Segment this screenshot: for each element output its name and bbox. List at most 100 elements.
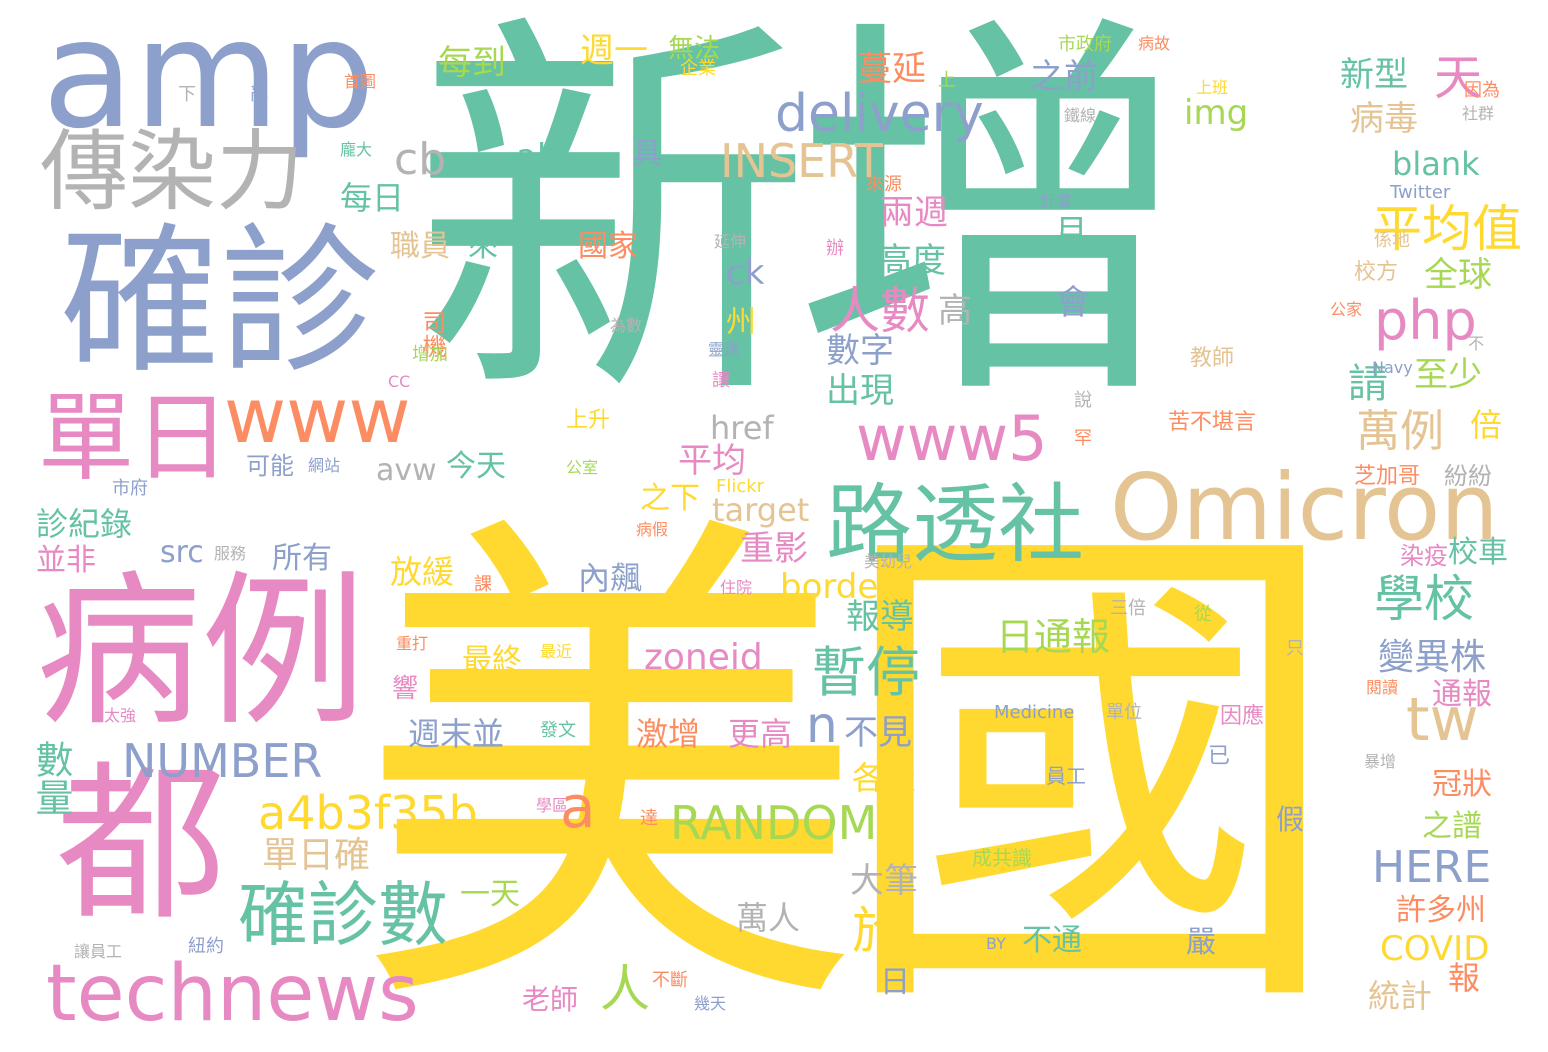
word-延伸: 延伸 (714, 232, 747, 251)
word-職員: 職員 (390, 229, 450, 264)
word-各級: 各級 (852, 759, 917, 797)
word-www5: www5 (856, 402, 1048, 475)
word-報: 報 (1448, 959, 1481, 997)
word-Navy: Navy (1372, 358, 1413, 377)
word-出現: 出現 (826, 371, 894, 411)
word-鐵線: 鐵線 (1064, 106, 1097, 125)
word-數量: 數量 (29, 740, 73, 816)
word-最近: 最近 (540, 642, 573, 661)
word-請: 請 (1348, 361, 1388, 407)
word-罕: 罕 (1074, 428, 1092, 449)
word-萬例: 萬例 (1356, 406, 1444, 457)
word-人數: 人數 (830, 282, 930, 340)
word-不見: 不見 (844, 713, 912, 753)
word-ck: ck (726, 253, 765, 293)
word-企業: 企業 (680, 58, 716, 79)
word-至少: 至少 (1414, 355, 1482, 395)
word-單位: 單位 (1106, 702, 1142, 723)
word-報導: 報導 (846, 597, 914, 637)
word-亂: 亂 (250, 84, 268, 105)
word-HERE: HERE (1372, 842, 1492, 893)
word-嚴: 嚴 (1186, 925, 1216, 960)
word-三倍: 三倍 (1110, 598, 1146, 619)
word-天: 天 (1434, 50, 1483, 106)
word-Medicine: Medicine (994, 702, 1075, 723)
word-大筆: 大筆 (850, 861, 918, 901)
word-每到: 每到 (438, 43, 506, 83)
word-cb: cb (394, 134, 447, 185)
word-都: 都 (56, 746, 227, 944)
word-n: n (806, 696, 838, 754)
word-診紀錄: 診紀錄 (36, 505, 133, 543)
word-太強: 太強 (104, 706, 137, 725)
word-暴增: 暴增 (1364, 752, 1397, 771)
word-統計: 統計 (1368, 977, 1433, 1015)
word-高: 高 (938, 291, 972, 331)
word-COVID: COVID (1380, 929, 1490, 969)
word-染疫: 染疫 (1400, 542, 1448, 570)
word-平均值: 平均值 (1372, 200, 1522, 258)
word-不斷: 不斷 (652, 970, 688, 991)
word-於: 於 (852, 902, 902, 960)
word-src: src (160, 535, 204, 570)
word-通報: 通報 (1432, 677, 1492, 712)
word-因為: 因為 (1464, 80, 1500, 101)
word-所有: 所有 (272, 541, 332, 576)
word-target: target (712, 491, 810, 529)
word-激增: 激增 (636, 715, 701, 753)
word-上班: 上班 (1196, 78, 1229, 97)
word-zoneid: zoneid (644, 637, 763, 678)
word-人: 人 (600, 960, 650, 1018)
word-美幼兒: 美幼兒 (864, 552, 913, 571)
word-高度: 高度 (878, 241, 946, 281)
word-RANDOM: RANDOM (670, 796, 878, 850)
word-上: 上 (938, 70, 956, 91)
word-BY: BY (986, 934, 1006, 953)
word-amp: amp (42, 0, 376, 162)
word-服務: 服務 (214, 544, 247, 563)
word-tw: tw (1406, 685, 1479, 755)
word-a4b3f35b: a4b3f35b (258, 786, 478, 840)
word-href: href (710, 409, 774, 447)
word-數字: 數字 (826, 331, 894, 371)
word-首圖: 首圖 (344, 72, 377, 91)
word-倍: 倍 (1465, 408, 1503, 440)
word-INSERT: INSERT (720, 134, 883, 188)
word-之前: 之前 (1030, 57, 1098, 97)
word-Omicron: Omicron (1110, 454, 1499, 561)
word-校方: 校方 (1354, 260, 1399, 285)
word-單日: 單日 (38, 382, 230, 494)
word-讓員工: 讓員工 (74, 942, 123, 961)
word-達: 達 (640, 808, 658, 829)
word-市府: 市府 (112, 478, 148, 499)
word-讓: 讓 (709, 370, 730, 388)
word-NUMBER: NUMBER (122, 734, 323, 788)
word-計畫: 計畫 (1040, 192, 1073, 211)
word-並非: 並非 (36, 543, 96, 578)
word-a: a (560, 773, 596, 841)
word-州: 州 (726, 305, 756, 340)
word-之下: 之下 (640, 481, 700, 516)
word-萬人: 萬人 (736, 899, 801, 937)
word-冠狀: 冠狀 (1432, 767, 1492, 802)
word-校車: 校車 (1448, 535, 1508, 570)
word-technews: technews (46, 949, 419, 1039)
word-公家: 公家 (1330, 300, 1363, 319)
word-Twitter: Twitter (1390, 182, 1451, 203)
word-已: 已 (1208, 744, 1231, 769)
word-社群: 社群 (1462, 104, 1495, 123)
word-日: 日 (880, 965, 910, 1000)
word-病故: 病故 (1138, 34, 1171, 53)
word-苦不堪言: 苦不堪言 (1168, 410, 1257, 435)
word-芝加哥: 芝加哥 (1354, 464, 1421, 489)
word-成共識: 成共識 (972, 846, 1032, 870)
word-無法: 無法 (668, 34, 721, 64)
word-兩週: 兩週 (880, 193, 948, 233)
word-路透社: 路透社 (826, 475, 1084, 575)
word-確診數: 確診數 (238, 874, 448, 956)
word-龐大: 龐大 (340, 140, 373, 159)
word-php: php (1374, 289, 1477, 352)
word-學區: 學區 (536, 796, 569, 815)
word-上升: 上升 (566, 408, 611, 433)
word-來源: 來源 (866, 174, 902, 195)
